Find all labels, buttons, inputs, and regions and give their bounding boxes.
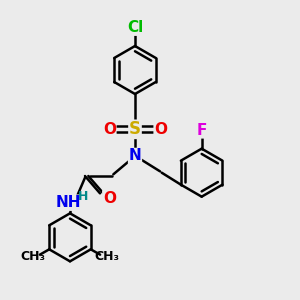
Text: O: O: [103, 191, 116, 206]
Text: O: O: [154, 122, 167, 137]
Text: O: O: [103, 122, 116, 137]
Text: NH: NH: [56, 195, 81, 210]
Text: Cl: Cl: [127, 20, 143, 35]
Text: CH₃: CH₃: [21, 250, 46, 263]
Text: CH₃: CH₃: [94, 250, 119, 263]
Text: H: H: [77, 190, 88, 202]
Text: F: F: [196, 123, 207, 138]
Text: N: N: [129, 148, 141, 164]
Text: S: S: [129, 120, 141, 138]
